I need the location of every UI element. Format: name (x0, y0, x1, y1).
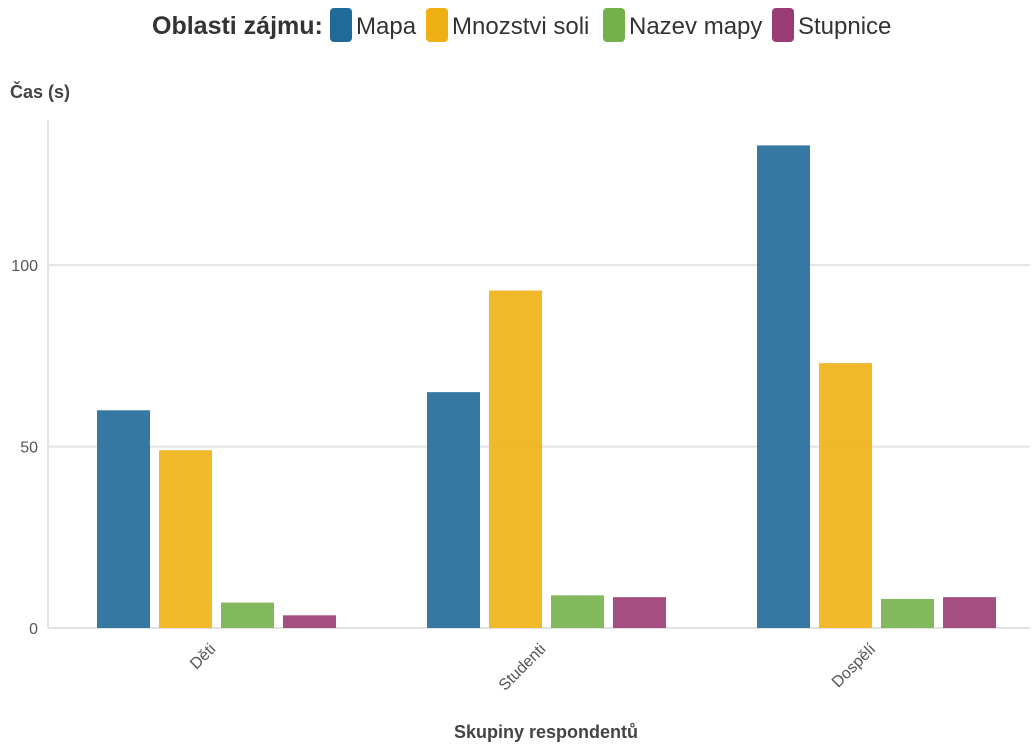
legend-item-mapa: Mapa (330, 8, 417, 42)
bars (97, 145, 996, 628)
legend-label-mapa: Mapa (356, 13, 417, 40)
bar-dospeli-mapa (757, 145, 810, 628)
legend-swatch-stupnice (772, 8, 794, 42)
legend-item-mnozstvi-soli: Mnozstvi soli (426, 8, 589, 42)
legend-title: Oblasti zájmu: (152, 12, 323, 40)
bar-deti-mnozstvi-soli (159, 450, 212, 628)
bar-deti-nazev-mapy (221, 602, 274, 628)
y-tick-label-100: 100 (11, 258, 38, 275)
bar-group-dospeli (757, 145, 996, 628)
legend-label-mnozstvi-soli: Mnozstvi soli (452, 13, 589, 40)
legend-label-stupnice: Stupnice (798, 13, 891, 40)
bar-group-studenti (427, 290, 666, 628)
bar-deti-stupnice (283, 615, 336, 628)
legend-items: Mapa Mnozstvi soli Nazev mapy Stupnice (330, 8, 891, 42)
y-axis-ticks: 0 50 100 (11, 258, 38, 638)
legend-item-nazev-mapy: Nazev mapy (603, 8, 762, 42)
y-axis-title: Čas (s) (10, 81, 70, 102)
bar-studenti-mnozstvi-soli (489, 290, 542, 628)
bar-studenti-nazev-mapy (551, 595, 604, 628)
legend-swatch-nazev-mapy (603, 8, 625, 42)
x-tick-label-studenti: Studenti (496, 641, 550, 695)
x-axis-title: Skupiny respondentů (454, 722, 638, 742)
y-tick-label-0: 0 (29, 621, 38, 638)
bar-group-deti (97, 410, 336, 628)
bar-dospeli-nazev-mapy (881, 598, 934, 628)
x-tick-label-dospeli: Dospělí (829, 640, 880, 691)
bar-deti-mapa (97, 410, 150, 628)
legend-item-stupnice: Stupnice (772, 8, 891, 42)
bar-studenti-stupnice (613, 597, 666, 628)
legend: Oblasti zájmu: Mapa Mnozstvi soli Nazev ma… (152, 8, 891, 42)
y-tick-label-50: 50 (20, 440, 38, 457)
bar-studenti-mapa (427, 392, 480, 628)
legend-swatch-mnozstvi-soli (426, 8, 448, 42)
legend-swatch-mapa (330, 8, 352, 42)
bar-dospeli-mnozstvi-soli (819, 363, 872, 628)
x-axis-ticks: Děti Studenti Dospělí (187, 640, 880, 694)
x-tick-label-deti: Děti (187, 641, 219, 673)
bar-dospeli-stupnice (943, 597, 996, 628)
legend-label-nazev-mapy: Nazev mapy (629, 13, 762, 40)
